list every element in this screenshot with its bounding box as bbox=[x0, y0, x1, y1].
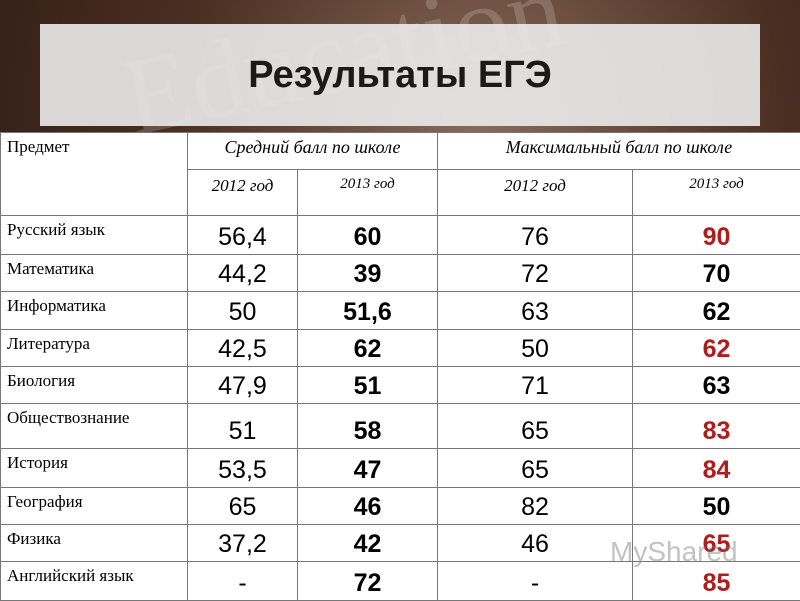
table-body: Предмет Средний балл по школе Максимальн… bbox=[1, 133, 800, 601]
score: 51,6 bbox=[298, 292, 438, 330]
title-box: Результаты ЕГЭ bbox=[40, 24, 760, 126]
score: 50 bbox=[633, 488, 800, 525]
score: 58 bbox=[298, 404, 438, 449]
subject: Литература bbox=[1, 330, 188, 367]
score: 50 bbox=[438, 330, 633, 367]
score: 90 bbox=[633, 216, 800, 255]
max-header: Максимальный балл по школе bbox=[438, 133, 800, 170]
subject: Русский язык bbox=[1, 216, 188, 255]
watermark: MyShared bbox=[610, 536, 738, 568]
score: 51 bbox=[188, 404, 298, 449]
score: 65 bbox=[438, 449, 633, 488]
score: 72 bbox=[298, 562, 438, 601]
year-header: 2013 год bbox=[633, 170, 800, 216]
score: 62 bbox=[633, 330, 800, 367]
score: 65 bbox=[188, 488, 298, 525]
score: 71 bbox=[438, 367, 633, 404]
score: - bbox=[188, 562, 298, 601]
score: 56,4 bbox=[188, 216, 298, 255]
score: 46 bbox=[438, 525, 633, 562]
score: - bbox=[438, 562, 633, 601]
score: 70 bbox=[633, 255, 800, 292]
subject: География bbox=[1, 488, 188, 525]
subject: Физика bbox=[1, 525, 188, 562]
results-table: Предмет Средний балл по школе Максимальн… bbox=[0, 132, 800, 601]
score: 84 bbox=[633, 449, 800, 488]
score: 42,5 bbox=[188, 330, 298, 367]
score: 82 bbox=[438, 488, 633, 525]
score: 37,2 bbox=[188, 525, 298, 562]
avg-header: Средний балл по школе bbox=[188, 133, 438, 170]
subject: Информатика bbox=[1, 292, 188, 330]
year-header: 2013 год bbox=[298, 170, 438, 216]
score: 60 bbox=[298, 216, 438, 255]
subject: Обществознание bbox=[1, 404, 188, 449]
score: 62 bbox=[298, 330, 438, 367]
score: 50 bbox=[188, 292, 298, 330]
title: Результаты ЕГЭ bbox=[248, 54, 552, 97]
score: 42 bbox=[298, 525, 438, 562]
year-header: 2012 год bbox=[188, 170, 298, 216]
score: 44,2 bbox=[188, 255, 298, 292]
subject: Математика bbox=[1, 255, 188, 292]
score: 39 bbox=[298, 255, 438, 292]
score: 47 bbox=[298, 449, 438, 488]
score: 63 bbox=[633, 367, 800, 404]
score: 46 bbox=[298, 488, 438, 525]
score: 63 bbox=[438, 292, 633, 330]
score: 62 bbox=[633, 292, 800, 330]
score: 72 bbox=[438, 255, 633, 292]
score: 83 bbox=[633, 404, 800, 449]
score: 53,5 bbox=[188, 449, 298, 488]
subject: Английский язык bbox=[1, 562, 188, 601]
subject: История bbox=[1, 449, 188, 488]
header-row: Предмет Средний балл по школе Максимальн… bbox=[1, 133, 800, 170]
score: 76 bbox=[438, 216, 633, 255]
year-header: 2012 год bbox=[438, 170, 633, 216]
score: 47,9 bbox=[188, 367, 298, 404]
score: 51 bbox=[298, 367, 438, 404]
subject-header: Предмет bbox=[1, 133, 188, 216]
score: 65 bbox=[438, 404, 633, 449]
subject: Биология bbox=[1, 367, 188, 404]
